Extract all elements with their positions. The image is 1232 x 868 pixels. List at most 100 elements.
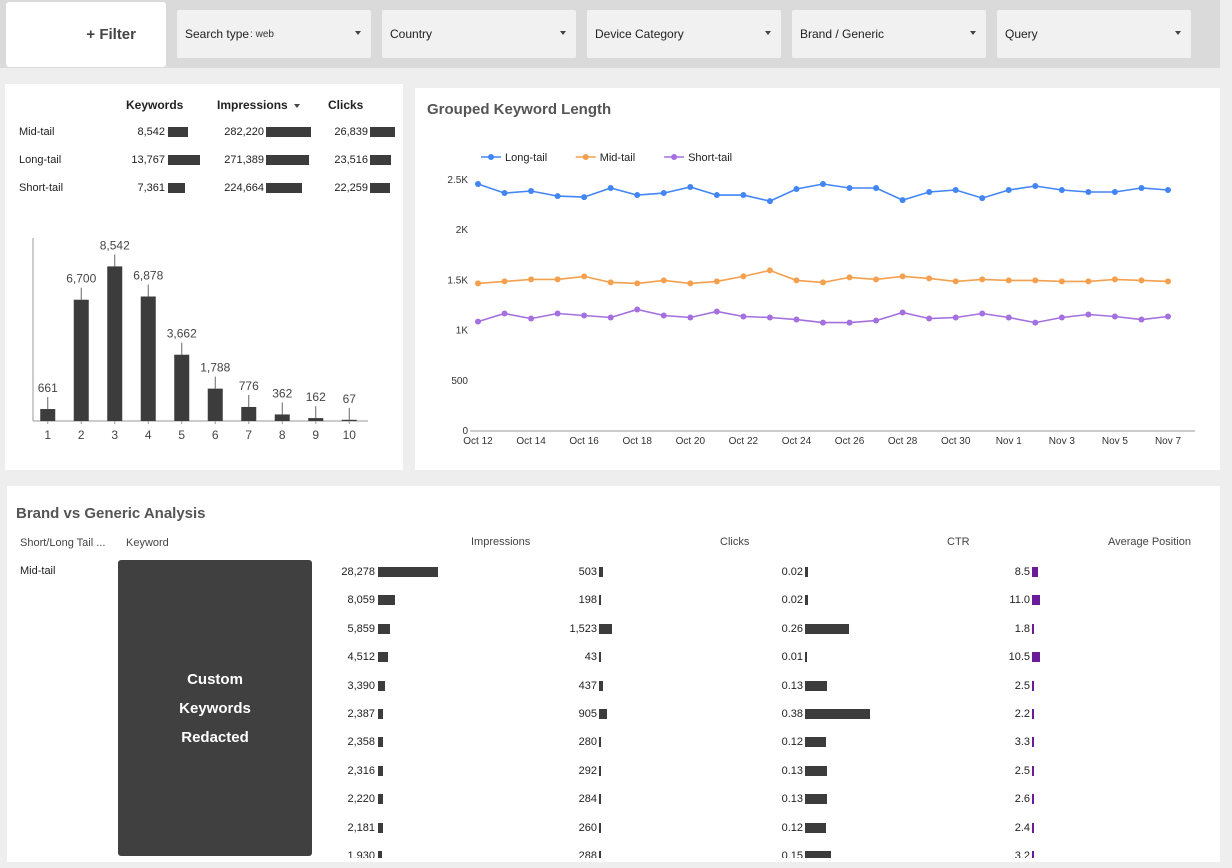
average-position-column-header[interactable]: Average Position (1108, 536, 1191, 548)
data-point (979, 195, 986, 202)
data-point (554, 193, 561, 200)
data-point (1111, 189, 1118, 196)
x-tick-label: Nov 7 (1155, 436, 1182, 447)
data-point (1111, 313, 1118, 320)
legend-label: Mid-tail (600, 152, 635, 164)
data-point (1032, 277, 1039, 284)
impressions-bar (266, 127, 311, 137)
clicks-value: 22,259 (334, 182, 368, 194)
data-point (873, 185, 880, 192)
dropdown-value: : web (250, 28, 274, 40)
data-point (793, 277, 800, 284)
data-point (475, 318, 481, 325)
impressions-bar (266, 183, 302, 193)
redacted-line: Redacted (181, 728, 249, 746)
data-point (1085, 189, 1092, 196)
data-point (475, 280, 481, 287)
data-point (899, 273, 906, 280)
caret-down-icon (765, 31, 771, 35)
ctr-column-header[interactable]: CTR (947, 536, 970, 548)
data-point (1058, 314, 1065, 321)
bar-value-label: 6,700 (66, 272, 96, 286)
data-point (528, 276, 535, 283)
data-point (820, 279, 826, 286)
country-dropdown[interactable]: Country (382, 10, 576, 58)
data-point (846, 185, 853, 192)
x-tick-label: 4 (145, 428, 152, 442)
clicks-bar (370, 127, 395, 137)
bar-value-label: 3,662 (167, 327, 197, 341)
data-point (1165, 313, 1171, 320)
x-tick-label: Oct 28 (888, 436, 918, 447)
data-point (952, 314, 959, 321)
y-tick-label: 1.5K (447, 275, 468, 286)
data-point (899, 197, 906, 204)
legend-swatch-point (488, 154, 494, 160)
data-point (766, 314, 773, 321)
redacted-line: Custom (187, 670, 243, 688)
x-tick-label: Oct 24 (782, 436, 812, 447)
bar (140, 296, 156, 421)
legend-swatch-point (671, 154, 678, 160)
caret-down-icon (355, 31, 361, 35)
brand-generic-dropdown[interactable]: Brand / Generic (792, 10, 986, 58)
impressions-value: 282,220 (224, 126, 264, 138)
x-tick-label: 6 (212, 428, 219, 442)
query-dropdown[interactable]: Query (997, 10, 1191, 58)
data-point (899, 309, 906, 316)
data-point (660, 190, 667, 197)
data-point (687, 184, 694, 191)
add-filter-button[interactable]: + Filter (6, 2, 166, 67)
impressions-column-header[interactable]: Impressions (471, 536, 531, 548)
data-point (607, 185, 614, 192)
data-point (607, 279, 614, 286)
tail-cell: Mid-tail (20, 565, 56, 577)
data-point (501, 190, 508, 197)
bar-value-label: 1,788 (200, 361, 230, 375)
data-point (979, 310, 986, 317)
data-point (1138, 277, 1145, 284)
summary-row-label: Long-tail (19, 154, 62, 166)
x-tick-label: Oct 26 (835, 436, 865, 447)
bar-value-label: 776 (239, 379, 259, 393)
clicks-header[interactable]: Clicks (328, 98, 364, 112)
data-point (926, 315, 933, 322)
x-tick-label: 7 (245, 428, 252, 442)
clicks-bar (370, 155, 391, 165)
keywords-header[interactable]: Keywords (126, 98, 184, 112)
y-tick-label: 500 (451, 376, 468, 387)
data-point (660, 277, 667, 284)
keyword-column-header[interactable]: Keyword (126, 537, 169, 549)
bar-value-label: 162 (306, 390, 326, 404)
data-point (766, 267, 773, 274)
caret-down-icon (1175, 31, 1181, 35)
search-type-dropdown[interactable]: Search type: web (177, 10, 371, 58)
device-category-dropdown[interactable]: Device Category (587, 10, 781, 58)
tail-column-header[interactable]: Short/Long Tail ... (20, 537, 106, 549)
clicks-value: 26,839 (334, 126, 368, 138)
data-point (740, 192, 747, 199)
impressions-header[interactable]: Impressions (217, 98, 301, 112)
x-tick-label: 1 (44, 428, 51, 442)
x-tick-label: 5 (178, 428, 185, 442)
x-tick-label: Nov 5 (1102, 436, 1129, 447)
data-point (873, 276, 880, 283)
data-point (926, 275, 933, 282)
data-point (660, 312, 667, 319)
data-point (793, 186, 800, 193)
data-point (952, 187, 959, 194)
data-point (1032, 319, 1039, 326)
x-tick-label: Oct 22 (729, 436, 759, 447)
y-tick-label: 1K (456, 326, 469, 337)
grouped-keyword-length-line-chart: 0 500 1K 1.5K 2K 2.5K Oct 12 Oct 14 Oct 16 Oct 18… (447, 152, 1195, 447)
data-point (979, 276, 986, 283)
dropdown-label: Search type (185, 27, 250, 41)
bar (241, 406, 257, 421)
data-point (713, 192, 720, 199)
dropdown-label: Query (1005, 27, 1038, 41)
sort-desc-icon (294, 103, 301, 108)
clicks-column-header[interactable]: Clicks (720, 536, 750, 548)
bar-value-label: 6,878 (133, 269, 163, 283)
legend-item: Short-tail (664, 152, 732, 164)
caret-down-icon (560, 31, 566, 35)
